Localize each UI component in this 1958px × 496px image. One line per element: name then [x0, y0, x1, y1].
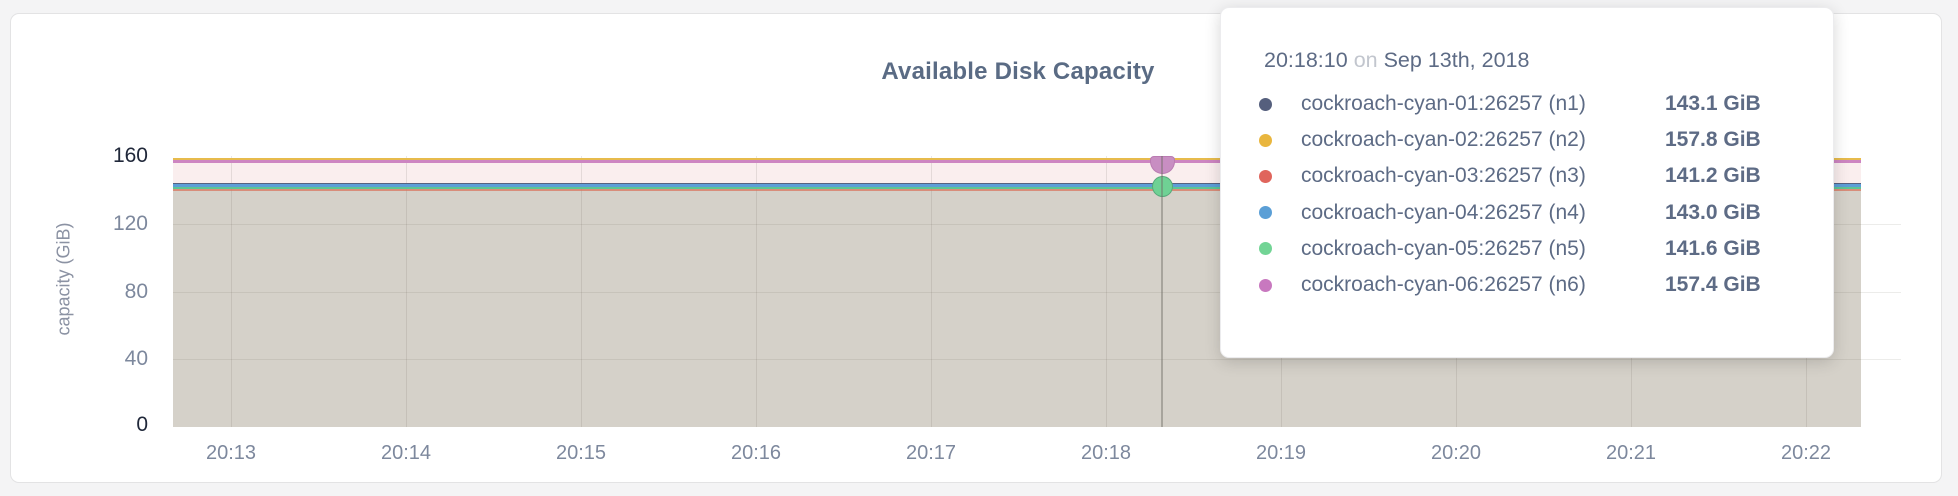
tooltip-row: cockroach-cyan-03:26257 (n3) 141.2 GiB [1221, 158, 1833, 194]
series-value: 143.0 GiB [1665, 200, 1761, 224]
series-color-dot [1259, 242, 1272, 256]
x-tick-label: 20:13 [205, 442, 257, 464]
hover-guideline [1161, 156, 1163, 427]
series-name: cockroach-cyan-06:26257 (n6) [1301, 273, 1586, 297]
tooltip-series-list: cockroach-cyan-01:26257 (n1) 143.1 GiB c… [1221, 86, 1833, 303]
x-tick-label: 20:14 [380, 442, 432, 464]
series-name: cockroach-cyan-03:26257 (n3) [1301, 164, 1586, 188]
series-color-dot [1259, 206, 1272, 220]
x-tick-label: 20:22 [1780, 442, 1832, 464]
series-line-n3 [173, 189, 1861, 191]
series-name: cockroach-cyan-02:26257 (n2) [1301, 128, 1586, 152]
series-color-dot [1259, 133, 1272, 147]
x-tick-label: 20:21 [1605, 442, 1657, 464]
chart-title: Available Disk Capacity [881, 58, 1155, 85]
series-value: 141.2 GiB [1665, 164, 1761, 188]
tooltip-connector: on [1353, 48, 1378, 72]
x-tick-label: 20:18 [1080, 442, 1132, 464]
x-tick-label: 20:15 [555, 442, 607, 464]
gridline-v [406, 156, 407, 427]
y-tick-label: 80 [124, 280, 148, 303]
y-tick-label: 120 [112, 212, 148, 235]
gridline-h-80 [173, 292, 1901, 293]
gridline-v [581, 156, 582, 427]
series-value: 157.8 GiB [1665, 128, 1761, 152]
x-tick-label: 20:16 [730, 442, 782, 464]
hover-marker-green [1152, 176, 1173, 197]
hover-marker-pink [1150, 156, 1175, 174]
series-line-n6 [173, 160, 1861, 163]
x-tick-label: 20:17 [905, 442, 957, 464]
y-tick-label: 40 [124, 347, 148, 370]
tooltip-row: cockroach-cyan-04:26257 (n4) 143.0 GiB [1221, 195, 1833, 231]
gridline-h-40 [173, 359, 1901, 360]
series-color-dot [1259, 97, 1272, 111]
y-tick-label: 160 [112, 144, 148, 167]
tooltip-header: 20:18:10 on Sep 13th, 2018 [1264, 48, 1833, 80]
gridline-v [931, 156, 932, 427]
tooltip-row: cockroach-cyan-06:26257 (n6) 157.4 GiB [1221, 267, 1833, 303]
gridline-v [231, 156, 232, 427]
tooltip-row: cockroach-cyan-02:26257 (n2) 157.8 GiB [1221, 122, 1833, 158]
tooltip-row: cockroach-cyan-05:26257 (n5) 141.6 GiB [1221, 231, 1833, 267]
series-color-dot [1259, 169, 1272, 183]
tooltip-date: Sep 13th, 2018 [1383, 48, 1530, 72]
x-tick-label: 20:20 [1430, 442, 1482, 464]
gridline-v [756, 156, 757, 427]
series-value: 157.4 GiB [1665, 273, 1761, 297]
series-value: 143.1 GiB [1665, 92, 1761, 116]
series-value: 141.6 GiB [1665, 236, 1761, 260]
y-tick-label: 0 [136, 413, 148, 436]
y-axis-title: capacity (GiB) [53, 222, 74, 336]
chart-tooltip: 20:18:10 on Sep 13th, 2018 cockroach-cya… [1220, 7, 1834, 358]
series-name: cockroach-cyan-04:26257 (n4) [1301, 200, 1586, 224]
tooltip-time: 20:18:10 [1264, 48, 1348, 72]
series-name: cockroach-cyan-01:26257 (n1) [1301, 92, 1586, 116]
series-color-dot [1259, 278, 1272, 292]
x-tick-label: 20:19 [1255, 442, 1307, 464]
tooltip-row: cockroach-cyan-01:26257 (n1) 143.1 GiB [1221, 86, 1833, 122]
gridline-v [1106, 156, 1107, 427]
series-line-n1 [173, 182, 1861, 185]
series-line-n2 [173, 157, 1861, 160]
series-line-n4 [173, 184, 1861, 187]
series-name: cockroach-cyan-05:26257 (n5) [1301, 236, 1586, 260]
series-line-n5 [173, 186, 1861, 189]
gridline-h-120 [173, 224, 1901, 225]
